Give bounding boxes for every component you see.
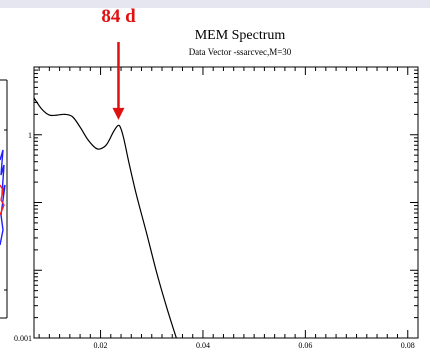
chart-title: MEM Spectrum bbox=[195, 28, 286, 43]
x-tick-label: 0.06 bbox=[298, 341, 312, 350]
axis-tick-labels: 0.02 0.04 0.06 0.08 0.001 1 bbox=[14, 131, 415, 350]
y-tick-label: 1 bbox=[28, 131, 32, 140]
axis-ticks bbox=[34, 66, 419, 339]
chart-subtitle: Data Vector -ssarcvec,M=30 bbox=[189, 47, 292, 57]
left-panel-partial bbox=[0, 79, 8, 319]
window-top-strip bbox=[0, 0, 430, 8]
annotation-layer: 84 d bbox=[101, 6, 136, 120]
left-panel-red-trace bbox=[0, 184, 5, 216]
y-tick-label: 0.001 bbox=[14, 334, 32, 343]
left-panel-blue-trace bbox=[0, 149, 6, 246]
annotation-arrowhead bbox=[112, 107, 125, 120]
x-tick-label: 0.08 bbox=[401, 341, 415, 350]
series-layer bbox=[33, 97, 177, 339]
annotation-label: 84 d bbox=[101, 6, 136, 27]
x-tick-label: 0.02 bbox=[94, 341, 108, 350]
plot-frame bbox=[33, 66, 419, 339]
x-tick-label: 0.04 bbox=[196, 341, 210, 350]
spectrum-line bbox=[33, 97, 177, 339]
